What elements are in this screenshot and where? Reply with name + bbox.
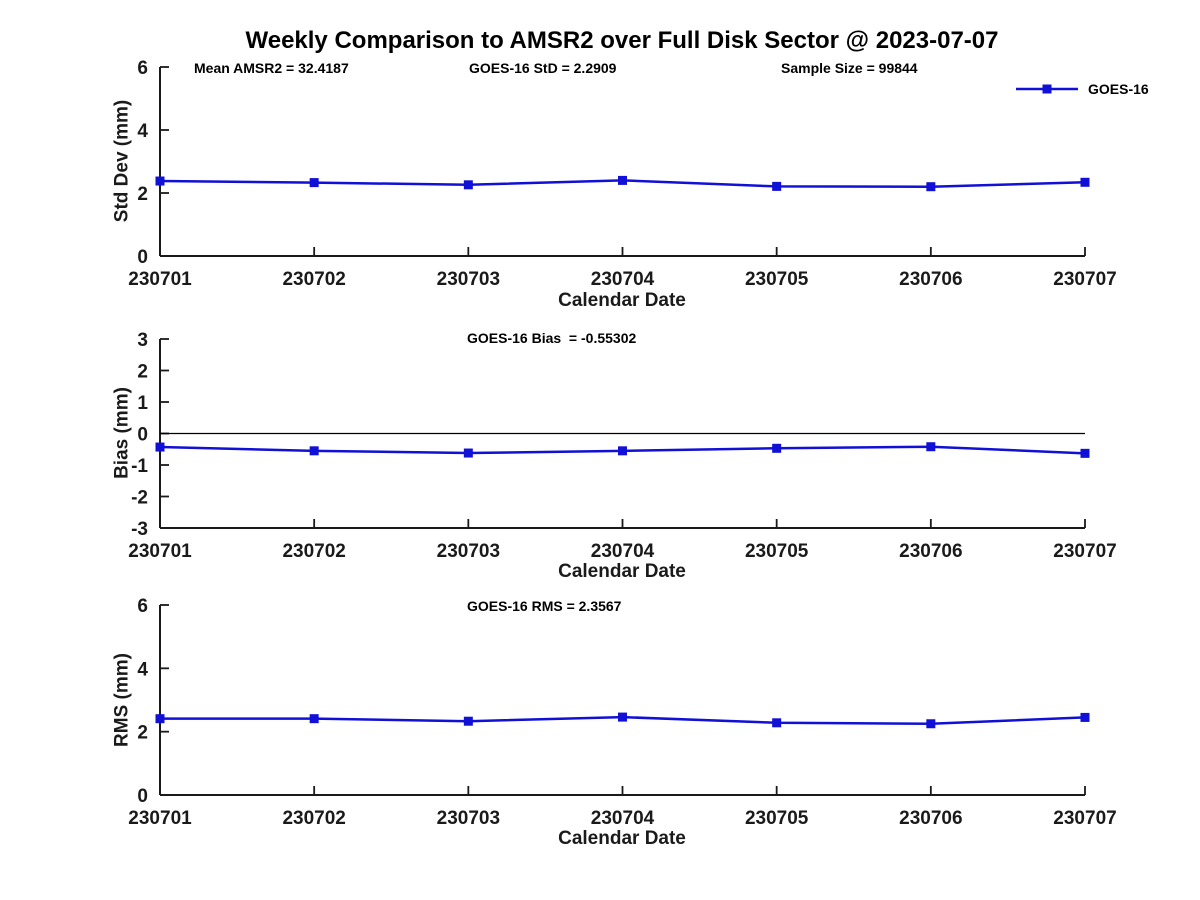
data-point-marker <box>926 182 936 192</box>
y-tick-label: 3 <box>137 330 148 351</box>
data-point-marker <box>1080 177 1090 187</box>
x-tick-label: 230703 <box>437 269 500 290</box>
legend-line-marker-icon <box>1016 84 1078 94</box>
data-point-marker <box>1080 448 1090 458</box>
data-point-marker <box>772 443 782 453</box>
ylabel-std-dev: Std Dev (mm) <box>111 99 133 223</box>
data-point-marker <box>618 175 627 185</box>
stat-goes16-std: GOES-16 StD = 2.2909 <box>469 60 617 76</box>
x-tick-label: 230701 <box>128 269 192 290</box>
data-point-marker <box>618 446 627 456</box>
stat-mean-amsr2: Mean AMSR2 = 32.4187 <box>194 60 349 76</box>
xlabel-calendar-date-3: Calendar Date <box>558 828 686 849</box>
y-tick-label: -1 <box>131 456 148 477</box>
subplot-rms-title: GOES-16 RMS = 2.3567 <box>467 598 622 614</box>
x-tick-label: 230702 <box>282 808 345 829</box>
data-point-marker <box>309 714 319 724</box>
y-tick-label: 2 <box>137 723 148 744</box>
data-point-marker <box>155 176 165 186</box>
ylabel-rms: RMS (mm) <box>111 653 133 747</box>
y-tick-label: 1 <box>137 393 148 414</box>
data-point-marker <box>926 442 936 452</box>
data-point-marker <box>463 180 473 190</box>
x-tick-label: 230703 <box>437 541 500 562</box>
subplot-bias-title: GOES-16 Bias = -0.55302 <box>467 330 637 346</box>
data-point-marker <box>309 446 319 456</box>
data-point-marker <box>926 719 936 729</box>
y-tick-label: -2 <box>131 488 148 509</box>
x-tick-label: 230704 <box>591 541 655 562</box>
data-point-marker <box>1080 712 1090 722</box>
xlabel-calendar-date-1: Calendar Date <box>558 290 686 311</box>
x-tick-label: 230704 <box>591 269 655 290</box>
x-tick-label: 230707 <box>1053 541 1116 562</box>
x-tick-label: 230706 <box>899 541 962 562</box>
legend-label: GOES-16 <box>1088 81 1149 97</box>
y-tick-label: 6 <box>137 58 148 79</box>
stat-sample-size: Sample Size = 99844 <box>781 60 918 76</box>
y-tick-label: 2 <box>137 362 148 383</box>
legend: GOES-16 <box>1014 80 1149 98</box>
x-tick-label: 230702 <box>282 269 345 290</box>
x-tick-label: 230706 <box>899 269 962 290</box>
data-point-marker <box>155 442 165 452</box>
ylabel-bias: Bias (mm) <box>111 387 133 479</box>
subplot-2: -3 -2 -1 0 1 2 3 230701 230702 230703 230704 230705… <box>128 330 1116 562</box>
xlabel-calendar-date-2: Calendar Date <box>558 561 686 582</box>
subplot-3: 0 2 4 6 230701 230702 230703 230704 230705 230706… <box>128 596 1116 829</box>
y-tick-label: 4 <box>137 659 148 680</box>
data-point-marker <box>618 712 627 722</box>
x-tick-label: 230704 <box>591 808 655 829</box>
x-tick-label: 230707 <box>1053 808 1116 829</box>
x-tick-label: 230705 <box>745 269 809 290</box>
data-point-marker <box>309 178 319 188</box>
y-tick-label: 6 <box>137 596 148 617</box>
subplot-1: 0 2 4 6 230701 230702 230703 230704 230705 230706… <box>128 58 1116 290</box>
y-tick-label: 0 <box>137 247 148 268</box>
y-tick-label: 4 <box>137 121 148 142</box>
data-point-marker <box>155 714 165 724</box>
x-tick-label: 230705 <box>745 541 809 562</box>
data-point-marker <box>463 716 473 726</box>
x-tick-label: 230701 <box>128 808 192 829</box>
data-point-marker <box>463 448 473 458</box>
data-point-marker <box>772 181 782 191</box>
y-tick-label: 0 <box>137 786 148 807</box>
x-tick-label: 230702 <box>282 541 345 562</box>
y-tick-label: -3 <box>131 519 148 540</box>
data-point-marker <box>772 718 782 728</box>
x-tick-label: 230707 <box>1053 269 1116 290</box>
figure-title: Weekly Comparison to AMSR2 over Full Dis… <box>245 27 999 54</box>
x-tick-label: 230701 <box>128 541 192 562</box>
y-tick-label: 2 <box>137 184 148 205</box>
x-tick-label: 230706 <box>899 808 962 829</box>
x-tick-label: 230705 <box>745 808 809 829</box>
y-tick-label: 0 <box>137 425 148 446</box>
x-tick-label: 230703 <box>437 808 500 829</box>
